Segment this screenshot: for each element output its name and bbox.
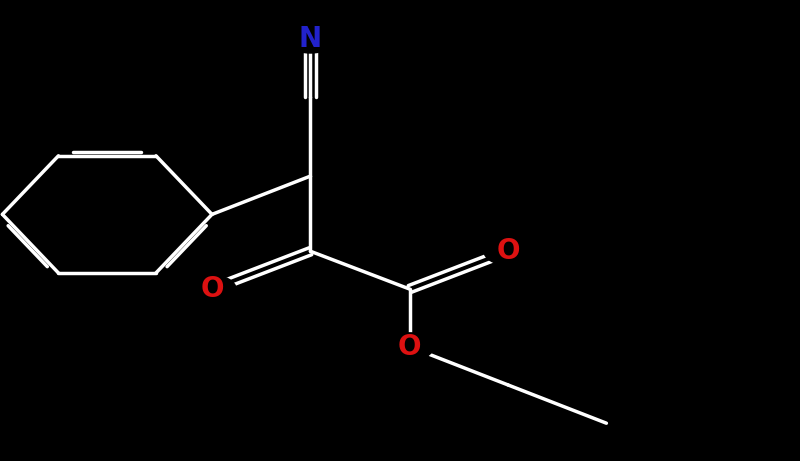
Text: O: O [398,333,422,361]
Circle shape [286,25,334,53]
Text: O: O [496,237,520,265]
Text: N: N [299,25,322,53]
Circle shape [188,275,236,303]
Circle shape [484,237,532,265]
Circle shape [386,333,434,361]
Text: O: O [200,275,224,303]
